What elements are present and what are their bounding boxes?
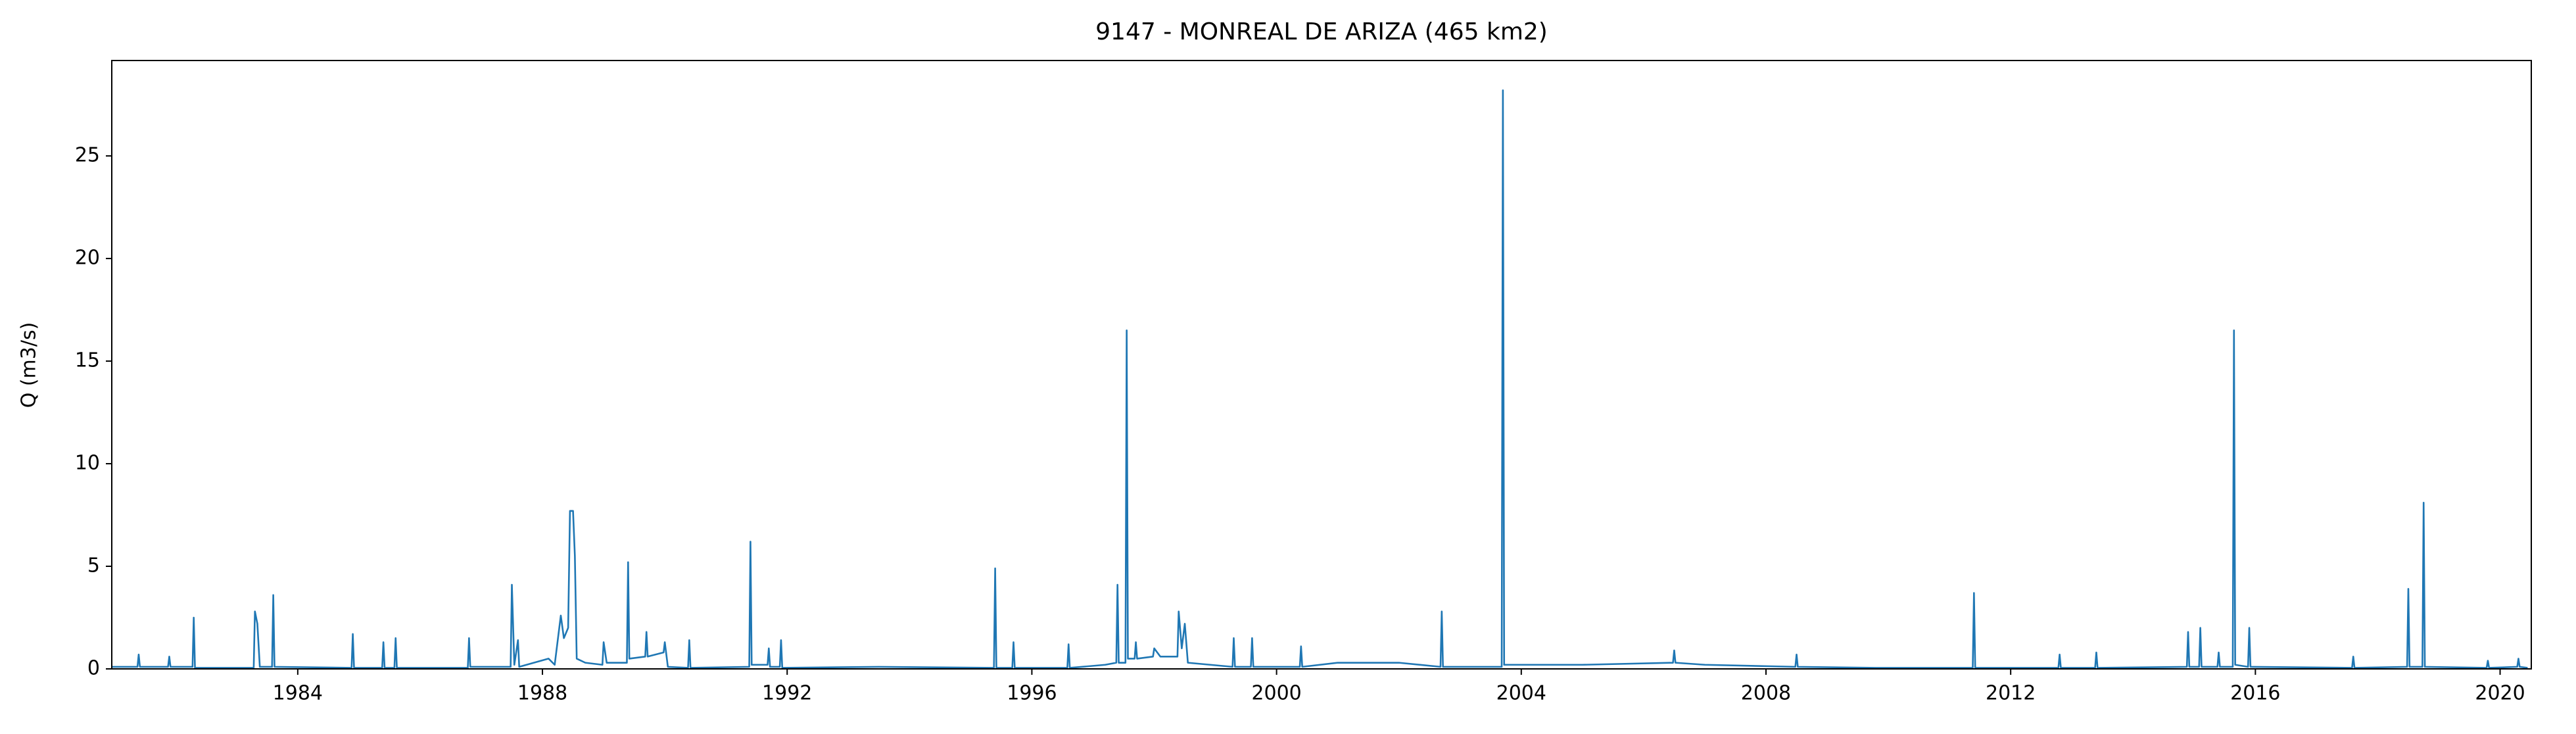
x-tick-label: 1996 bbox=[1007, 682, 1057, 705]
x-tick-label: 2020 bbox=[2475, 682, 2525, 705]
y-tick-label: 0 bbox=[87, 657, 100, 680]
chart-title: 9147 - MONREAL DE ARIZA (465 km2) bbox=[1095, 18, 1548, 45]
plot-frame bbox=[111, 60, 2532, 670]
y-tick-label: 20 bbox=[75, 247, 100, 270]
y-tick-label: 15 bbox=[75, 349, 100, 372]
x-tick-label: 2008 bbox=[1741, 682, 1791, 705]
x-tick-label: 2012 bbox=[1986, 682, 2036, 705]
x-tick-label: 1988 bbox=[517, 682, 567, 705]
y-tick-label: 25 bbox=[75, 144, 100, 167]
y-tick-label: 5 bbox=[87, 554, 100, 577]
x-tick-label: 2004 bbox=[1496, 682, 1546, 705]
x-tick-label: 2000 bbox=[1251, 682, 1301, 705]
y-tick-label: 10 bbox=[75, 452, 100, 475]
y-axis-label: Q (m3/s) bbox=[18, 322, 41, 408]
x-tick-label: 2016 bbox=[2230, 682, 2280, 705]
x-tick-label: 1984 bbox=[273, 682, 323, 705]
data-line bbox=[112, 89, 2528, 669]
x-tick-label: 1992 bbox=[762, 682, 812, 705]
